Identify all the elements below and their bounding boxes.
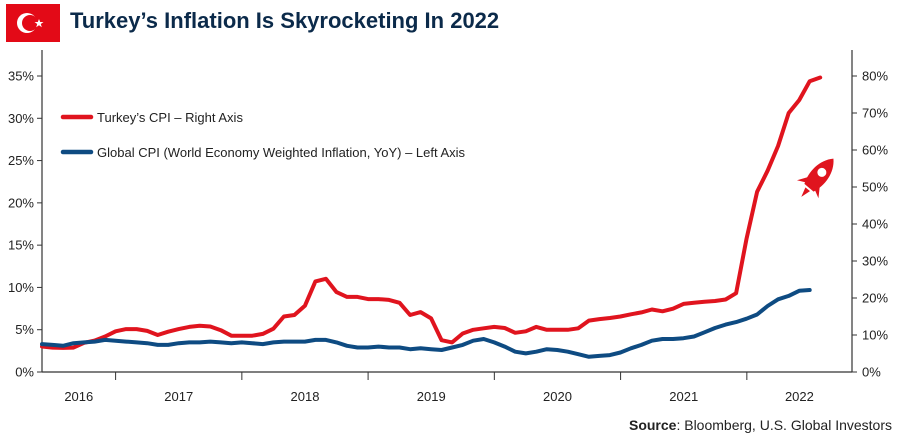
right-tick-label: 0% (862, 365, 881, 380)
legend-turkey-cpi-label: Turkey’s CPI – Right Axis (97, 110, 243, 125)
right-tick-label: 10% (862, 328, 888, 343)
right-tick-label: 70% (862, 106, 888, 121)
right-tick-label: 30% (862, 254, 888, 269)
left-tick-label: 15% (8, 238, 34, 253)
right-tick-label: 20% (862, 291, 888, 306)
left-tick-label: 10% (8, 280, 34, 295)
left-tick-label: 0% (15, 365, 34, 380)
left-tick-label: 20% (8, 195, 34, 210)
x-tick-label: 2016 (64, 389, 93, 404)
legend-global-cpi-label: Global CPI (World Economy Weighted Infla… (97, 145, 466, 160)
right-tick-label: 80% (862, 69, 888, 84)
x-tick-label: 2019 (417, 389, 446, 404)
left-tick-label: 35% (8, 69, 34, 84)
left-tick-label: 25% (8, 153, 34, 168)
x-tick-label: 2021 (669, 389, 698, 404)
turkey-cpi-line (40, 75, 823, 350)
x-tick-label: 2018 (291, 389, 320, 404)
x-tick-label: 2017 (164, 389, 193, 404)
right-tick-label: 50% (862, 180, 888, 195)
source-label: Source (628, 417, 677, 433)
right-tick-label: 40% (862, 217, 888, 232)
chart-title: Turkey’s Inflation Is Skyrocketing In 20… (70, 8, 500, 33)
right-tick-label: 60% (862, 143, 888, 158)
rocket-icon (796, 158, 834, 199)
x-tick-label: 2022 (785, 389, 814, 404)
source-text: : Bloomberg, U.S. Global Investors (676, 417, 892, 433)
global-cpi-line (40, 288, 812, 359)
x-tick-label: 2020 (543, 389, 572, 404)
turkey-flag-icon (6, 4, 60, 42)
left-tick-label: 30% (8, 111, 34, 126)
left-tick-label: 5% (15, 322, 34, 337)
source-note: Source: Bloomberg, U.S. Global Investors (629, 417, 892, 433)
